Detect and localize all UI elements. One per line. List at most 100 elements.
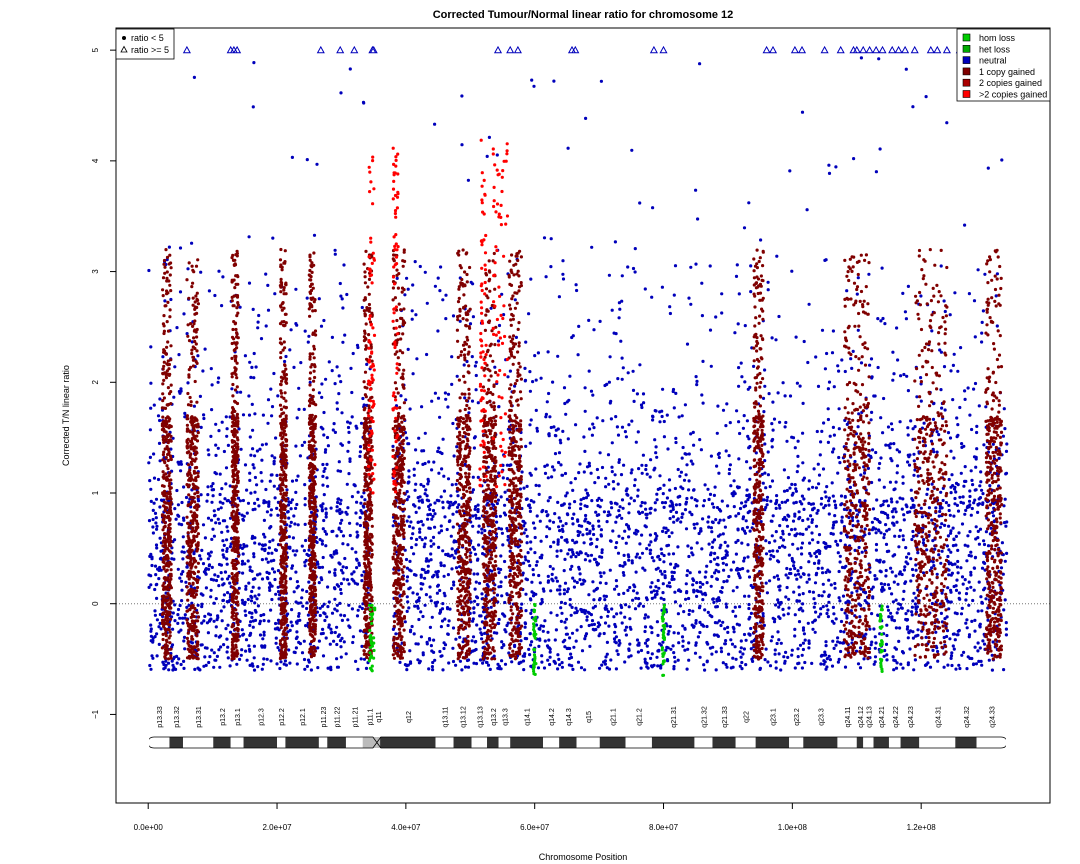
chromosome-band xyxy=(230,737,244,748)
one-copy-gained-points xyxy=(481,251,498,661)
one-copy-gained-points xyxy=(362,249,374,661)
band-label: q24.32 xyxy=(964,706,971,728)
chromosome-ideogram: p13.33 p13.32 p13.31 p13.2 p13.1 p12.3 p12.2 p1… xyxy=(146,706,1009,749)
x-tick-label: 0.0e+00 xyxy=(134,823,164,832)
chromosome-band xyxy=(435,737,454,748)
chromosome-band xyxy=(487,737,499,748)
chromosome-band xyxy=(376,737,381,748)
chromosome-band xyxy=(213,737,231,748)
band-label: q24.23 xyxy=(908,706,915,728)
chromosome-band xyxy=(543,737,560,748)
amplified-points xyxy=(391,146,400,494)
band-label: q21.1 xyxy=(611,708,618,726)
one-copy-gained-points xyxy=(230,249,240,661)
band-label: q23.2 xyxy=(794,708,801,726)
band-label: q24.33 xyxy=(990,706,997,728)
band-label: p12.1 xyxy=(300,708,307,726)
amplified-points xyxy=(367,155,377,495)
y-tick-label: 4 xyxy=(91,158,100,163)
chromosome-band xyxy=(498,737,511,748)
x-axis-label: Chromosome Position xyxy=(539,852,628,862)
chromosome-band xyxy=(277,737,286,748)
x-tick-label: 6.0e+07 xyxy=(520,823,550,832)
chromosome-band xyxy=(148,737,170,748)
band-label: q15 xyxy=(586,711,593,723)
band-label: q24.12 xyxy=(858,706,865,728)
band-label: p12.3 xyxy=(258,708,265,726)
band-label: q21.33 xyxy=(722,706,729,728)
chromosome-band xyxy=(380,737,436,748)
chromosome-band xyxy=(651,737,695,748)
legend-label: 2 copies gained xyxy=(979,78,1042,88)
x-tick-label: 4.0e+07 xyxy=(391,823,421,832)
band-label: q14.1 xyxy=(525,708,532,726)
one-copy-gained-points xyxy=(307,251,318,659)
y-tick-label: 5 xyxy=(91,47,100,52)
chromosome-band xyxy=(345,737,363,748)
chromosome-band xyxy=(900,737,920,748)
high-ratio-triangles xyxy=(146,45,1006,54)
band-label: p11.23 xyxy=(321,706,328,727)
one-copy-gained-points xyxy=(160,247,173,661)
band-label: p11.1 xyxy=(367,708,374,725)
neutral-points xyxy=(147,56,1009,672)
band-label: q14.3 xyxy=(566,708,573,726)
hom-loss-points xyxy=(660,603,667,678)
hom-loss-points xyxy=(367,603,377,673)
band-label: q24.21 xyxy=(879,706,886,728)
legend-swatch xyxy=(962,44,971,53)
chromosome-band xyxy=(837,737,857,748)
band-label: q21.31 xyxy=(671,706,678,728)
band-label: p11.22 xyxy=(335,706,342,727)
one-copy-gained-points xyxy=(913,248,949,659)
band-label: q12 xyxy=(406,711,413,723)
plot-frame xyxy=(115,27,1051,804)
band-label: q21.2 xyxy=(637,708,644,726)
band-label: q13.2 xyxy=(491,708,498,726)
y-tick-label: 3 xyxy=(91,269,100,274)
triangle-marker-icon xyxy=(120,45,128,53)
one-copy-gained-points xyxy=(842,253,872,660)
plot-area xyxy=(116,45,1050,678)
y-tick-label: 2 xyxy=(91,380,100,385)
one-copy-gained-points xyxy=(278,247,289,661)
y-tick-label: 0 xyxy=(91,601,100,606)
band-label: p13.33 xyxy=(157,706,164,728)
band-label: q13.3 xyxy=(502,708,509,726)
x-tick-label: 2.0e+07 xyxy=(262,823,292,832)
legend-label: hom loss xyxy=(979,33,1016,43)
chromosome-band xyxy=(863,737,874,748)
legend-swatch xyxy=(962,33,971,42)
one-copy-gained-points xyxy=(455,248,472,661)
band-label: q11 xyxy=(376,711,383,722)
band-label: q23.1 xyxy=(770,708,777,726)
band-label: q13.13 xyxy=(477,706,484,728)
chromosome-band xyxy=(888,737,901,748)
marker-legend-label: ratio >= 5 xyxy=(131,45,169,55)
chromosome-band xyxy=(803,737,838,748)
band-label: q14.2 xyxy=(549,708,556,726)
chromosome-band xyxy=(856,737,864,748)
chromosome-band xyxy=(625,737,652,748)
y-tick-label: 1 xyxy=(91,490,100,495)
band-label: q24.11 xyxy=(845,706,852,727)
band-label: p11.21 xyxy=(352,706,359,727)
chromosome-band xyxy=(559,737,577,748)
chromosome-band xyxy=(789,737,804,748)
ideogram-end-mask xyxy=(146,736,150,749)
chromosome-band xyxy=(327,737,346,748)
band-label: q23.3 xyxy=(818,708,825,726)
chromosome-band xyxy=(694,737,713,748)
legend-label: >2 copies gained xyxy=(979,90,1047,100)
hom-loss-points xyxy=(531,602,538,677)
band-label: q24.22 xyxy=(893,706,900,728)
band-label: q13.12 xyxy=(461,706,468,728)
y-axis-label: Corrected T/N linear ratio xyxy=(61,365,71,466)
legend-label: 1 copy gained xyxy=(979,67,1035,77)
chromosome-band xyxy=(182,737,214,748)
band-label: q22 xyxy=(744,711,751,723)
chromosome-band xyxy=(919,737,956,748)
legend-swatch xyxy=(962,78,971,87)
